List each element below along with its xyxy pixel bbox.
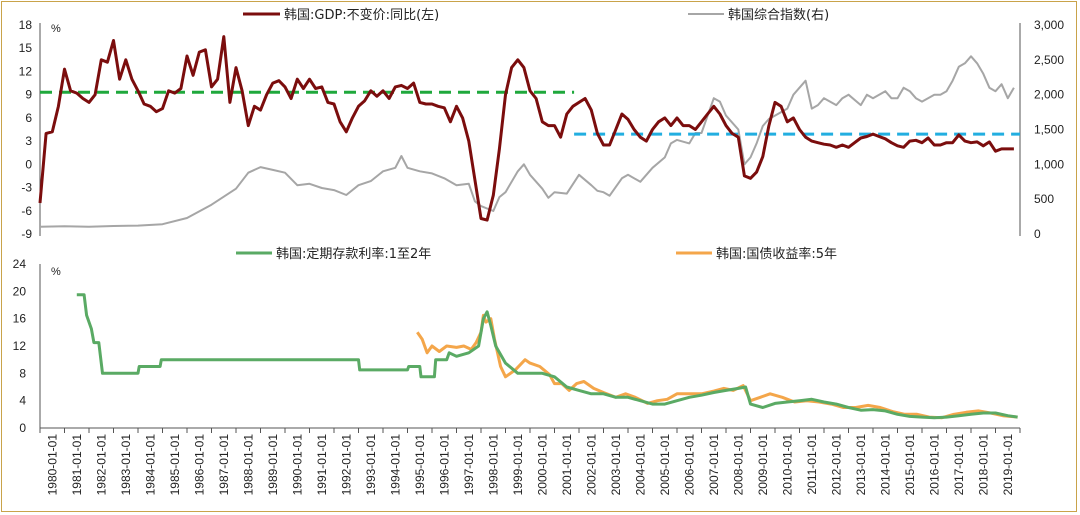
y-tick-label: 3 [25, 134, 32, 148]
x-axis-tick-labels: 1980-01-01 1981-01-01 1982-01-01 1983-01-01… [39, 428, 1021, 496]
bottom-left-tick-labels: 24 20 16 12 8 4 0 [13, 257, 27, 435]
x-tick-label: 2017-01-01 [952, 434, 966, 496]
y-tick-label: 18 [19, 18, 33, 32]
x-tick-label: 1984-01-01 [143, 434, 157, 496]
y-tick-label: 0 [19, 421, 26, 435]
x-tick-label: 1980-01-01 [45, 434, 59, 496]
x-tick-label: 2005-01-01 [658, 434, 672, 496]
x-tick-label: 1990-01-01 [290, 434, 304, 496]
kospi-line [39, 55, 1015, 228]
x-tick-label: 2001-01-01 [560, 434, 574, 496]
x-tick-label: 2007-01-01 [707, 434, 721, 496]
x-tick-label: 1989-01-01 [266, 434, 280, 496]
y-tick-label: 12 [13, 339, 27, 353]
x-tick-label: 1997-01-01 [462, 434, 476, 496]
x-tick-label: 1985-01-01 [168, 434, 182, 496]
x-tick-label: 2006-01-01 [682, 434, 696, 496]
y-tick-label: 20 [13, 284, 27, 298]
x-tick-label: 1992-01-01 [339, 434, 353, 496]
x-tick-label: 1995-01-01 [413, 434, 427, 496]
legend-label-bond: 韩国:国债收益率:5年 [716, 246, 837, 262]
y2-tick-label: 1,500 [1034, 123, 1064, 137]
gdp-yoy-line [38, 35, 1014, 222]
legend-label-gdp: 韩国:GDP:不变价:同比(左) [284, 7, 439, 23]
x-tick-label: 1998-01-01 [486, 434, 500, 496]
x-tick-label: 2009-01-01 [756, 434, 770, 496]
y-tick-label: 4 [19, 394, 26, 408]
top-plot-area [38, 35, 1020, 228]
y-tick-label: -6 [21, 204, 32, 218]
x-tick-label: 1987-01-01 [217, 434, 231, 496]
y2-tick-label: 500 [1034, 192, 1054, 206]
y-tick-label: -9 [21, 227, 32, 241]
top-legend: 韩国:GDP:不变价:同比(左) 韩国综合指数(右) [243, 7, 829, 23]
x-tick-label: 2000-01-01 [535, 434, 549, 496]
x-tick-label: 1981-01-01 [70, 434, 84, 496]
bottom-unit-label: % [51, 266, 61, 278]
x-tick-label: 2010-01-01 [780, 434, 794, 496]
deposit-rate-line [76, 293, 1018, 420]
x-tick-label: 1999-01-01 [511, 434, 525, 496]
y-tick-label: 9 [25, 88, 32, 102]
legend-label-kospi: 韩国综合指数(右) [728, 8, 829, 23]
y2-tick-label: 0 [1034, 227, 1041, 241]
x-tick-label: 2015-01-01 [903, 434, 917, 496]
x-tick-label: 1996-01-01 [437, 434, 451, 496]
y2-tick-label: 3,000 [1034, 18, 1064, 32]
x-tick-label: 2019-01-01 [1001, 434, 1015, 496]
x-tick-label: 2014-01-01 [878, 434, 892, 496]
y2-tick-label: 2,000 [1034, 88, 1064, 102]
y2-tick-label: 2,500 [1034, 53, 1064, 67]
bottom-plot-area [76, 293, 1018, 420]
y-tick-label: 8 [19, 366, 26, 380]
x-tick-label: 2013-01-01 [854, 434, 868, 496]
top-left-tick-labels: 18 15 12 9 6 3 0 -3 -6 -9 [19, 18, 33, 241]
x-tick-label: 1994-01-01 [388, 434, 402, 496]
x-tick-label: 1993-01-01 [364, 434, 378, 496]
y-tick-label: 15 [19, 41, 33, 55]
top-unit-label: % [51, 23, 61, 35]
x-tick-label: 2011-01-01 [805, 434, 819, 495]
x-tick-label: 2008-01-01 [731, 434, 745, 496]
y-tick-label: -3 [21, 181, 32, 195]
x-tick-label: 2018-01-01 [976, 434, 990, 496]
y-tick-label: 6 [25, 111, 32, 125]
x-tick-label: 2003-01-01 [609, 434, 623, 496]
x-tick-label: 1988-01-01 [241, 434, 255, 496]
y-tick-label: 0 [25, 157, 32, 171]
x-tick-label: 2012-01-01 [829, 434, 843, 496]
y-tick-label: 12 [19, 64, 33, 78]
x-tick-label: 1991-01-01 [315, 434, 329, 496]
bottom-legend: 韩国:定期存款利率:1至2年 韩国:国债收益率:5年 [236, 246, 837, 262]
y2-tick-label: 1,000 [1034, 157, 1064, 171]
x-tick-label: 2016-01-01 [927, 434, 941, 496]
x-tick-label: 2004-01-01 [633, 434, 647, 496]
y-tick-label: 16 [13, 312, 27, 326]
x-tick-label: 1983-01-01 [119, 434, 133, 496]
y-tick-label: 24 [13, 257, 27, 271]
legend-label-deposit: 韩国:定期存款利率:1至2年 [276, 246, 431, 262]
x-tick-label: 1986-01-01 [192, 434, 206, 496]
x-tick-label: 2002-01-01 [584, 434, 598, 496]
x-tick-label: 1982-01-01 [94, 434, 108, 496]
top-right-tick-labels: 3,000 2,500 2,000 1,500 1,000 500 0 [1034, 18, 1064, 241]
